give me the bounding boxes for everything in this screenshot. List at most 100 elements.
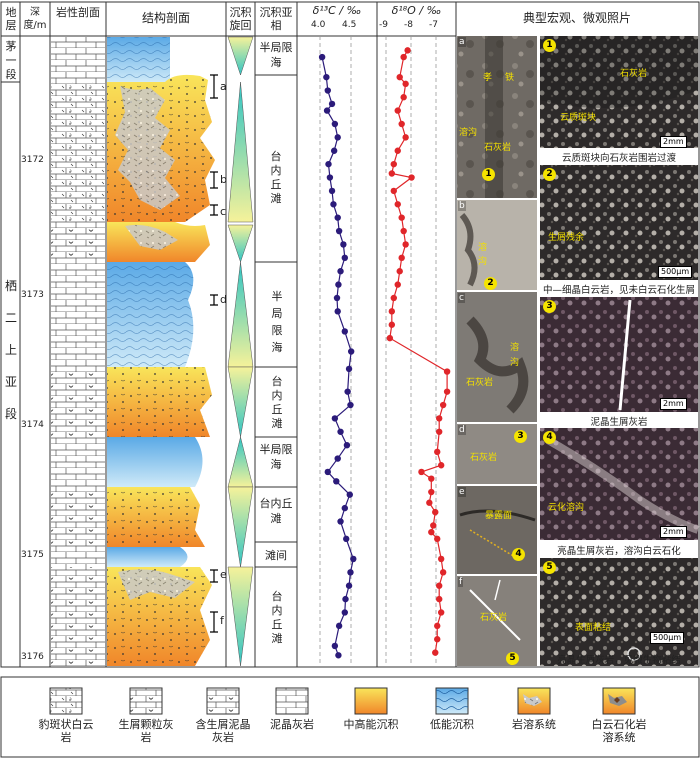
legend-label: 岩溶系统 <box>512 718 556 731</box>
depth-label: 3173 <box>21 290 44 300</box>
o18-point <box>394 201 401 208</box>
facies-label: 半局限海 <box>259 41 293 69</box>
legend-label: 生屑颗粒灰岩 <box>118 718 174 744</box>
c13-point <box>341 254 348 262</box>
o18-point <box>400 94 407 101</box>
sample-marker: a <box>220 80 227 93</box>
c13-point <box>335 652 342 659</box>
structure-column <box>107 37 215 666</box>
micro-photo-caption: 中—细晶白云岩，见未白云石化生屑 <box>542 285 695 296</box>
facies-label: 台内丘滩 <box>259 497 293 525</box>
o18-tick-label: -7 <box>429 20 438 30</box>
macro-photo-letter: d <box>458 425 466 435</box>
c13-point <box>326 174 334 181</box>
o18-point <box>443 388 451 395</box>
micro-photo-caption: 亮晶生屑灰岩，溶沟白云石化 <box>557 546 681 557</box>
sample-marker: b <box>220 173 227 186</box>
micro-photo-number: 3 <box>543 300 556 313</box>
o18-point <box>404 47 411 54</box>
macro-photo-label: 铁 <box>505 73 515 83</box>
cycle-column <box>227 36 254 667</box>
macro-photo-number: 1 <box>482 168 495 181</box>
micro-photo-label: 云质斑块 <box>560 113 597 123</box>
o18-point <box>436 428 443 435</box>
o18-point <box>434 448 441 456</box>
header-depth: 深度/m <box>23 7 47 31</box>
micro-photo-scale: 2mm <box>660 136 687 148</box>
macro-photo-letter: a <box>458 37 466 47</box>
macro-photo-label: 石灰岩 <box>470 453 498 463</box>
c13-point <box>325 160 332 168</box>
micro-photo-number: 5 <box>543 561 556 574</box>
c13-point <box>335 622 343 630</box>
depth-label: 3175 <box>21 550 44 560</box>
c13-point <box>334 308 341 315</box>
header-photos: 典型宏观、微观照片 <box>522 11 631 25</box>
legend-swatches <box>49 687 636 715</box>
micro-photo-label: 生屑残余 <box>548 233 585 243</box>
sample-marker: e <box>220 568 227 581</box>
header-lithology: 岩性剖面 <box>56 6 100 19</box>
c13-point <box>324 468 331 476</box>
c13-point <box>350 555 357 563</box>
o18-point <box>388 308 396 315</box>
sample-marker: c <box>220 205 227 218</box>
o18-point <box>400 227 407 235</box>
legend-label: 白云石化岩溶系统 <box>591 718 647 744</box>
macro-photo-label: 溶 <box>510 343 520 353</box>
o18-point <box>434 622 441 630</box>
o18-point <box>390 187 397 195</box>
c13-point <box>328 100 336 108</box>
micro-photo-number: 1 <box>543 39 556 52</box>
o18-point <box>400 53 407 61</box>
legend-label: 含生屑泥晶灰岩 <box>195 718 251 744</box>
c13-tick-label: 4.0 <box>311 20 326 30</box>
facies-label: 半局限海 <box>259 443 293 471</box>
macro-photo-number: 2 <box>484 277 497 290</box>
macro-photo-label: 沟 <box>510 358 520 368</box>
macro-photo-label: 石灰岩 <box>466 378 494 388</box>
o18-point <box>398 120 405 128</box>
o18-point <box>402 241 409 248</box>
stratum-upper: 茅一段 <box>5 40 17 81</box>
c13-point <box>337 428 344 435</box>
c13-tick-label: 4.5 <box>342 20 357 30</box>
macro-photo-label: 溶沟 <box>459 128 478 138</box>
c13-point <box>331 415 339 422</box>
micro-photo-number: 2 <box>543 168 556 181</box>
o18-point <box>418 468 425 476</box>
macro-photo-number: 4 <box>512 548 525 561</box>
c13-point <box>346 491 353 498</box>
header-stratum: 地层 <box>5 6 17 32</box>
o18-point <box>439 401 447 409</box>
micro-photo-number: 4 <box>543 431 556 444</box>
micro-photo-scale: 500μm <box>658 266 693 278</box>
macro-photo-number: 5 <box>506 652 519 665</box>
c13-point <box>344 388 351 395</box>
legend-label: 低能沉积 <box>430 718 474 731</box>
lithology-column <box>51 37 105 666</box>
c13-point <box>333 478 340 485</box>
header-o18: δ¹⁸O / ‰ <box>391 4 442 17</box>
o18-point <box>434 535 441 543</box>
o18-point <box>436 582 443 589</box>
legend-label: 豹斑状白云岩 <box>38 718 94 744</box>
main-frame <box>0 1 700 668</box>
c13-point <box>331 120 339 128</box>
o18-tick-label: -8 <box>404 20 413 30</box>
macro-photo-label: 石灰岩 <box>484 143 512 153</box>
macro-photo-label: 石灰岩 <box>480 613 508 623</box>
macro-photo-letter: b <box>458 201 466 211</box>
c13-series <box>318 53 357 659</box>
c13-point <box>330 147 338 154</box>
micro-photo-label: 云化溶沟 <box>548 503 585 513</box>
o18-point <box>408 174 415 181</box>
sample-marker: d <box>220 293 227 306</box>
o18-point <box>437 609 445 616</box>
header-structure: 结构剖面 <box>141 11 190 25</box>
column-dividers <box>19 2 457 667</box>
o18-point <box>430 522 437 529</box>
macro-photo-letter: c <box>458 293 465 303</box>
facies-label: 台内丘滩 <box>270 150 282 205</box>
c13-point <box>337 518 344 525</box>
